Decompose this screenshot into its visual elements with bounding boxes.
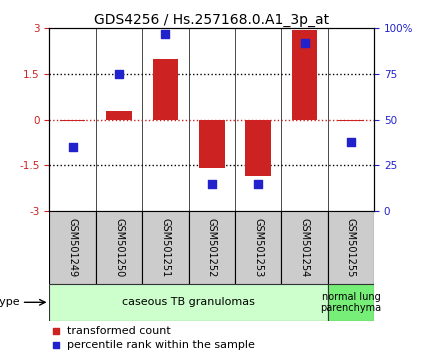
Text: GSM501254: GSM501254 [300, 218, 310, 277]
Point [267, 284, 274, 290]
Text: cell type: cell type [0, 297, 19, 307]
Text: normal lung
parenchyma: normal lung parenchyma [320, 291, 381, 313]
Bar [199, 120, 224, 169]
Point [301, 40, 308, 46]
Bar [281, 211, 328, 284]
Text: GSM501249: GSM501249 [68, 218, 78, 277]
Text: GSM501250: GSM501250 [114, 218, 124, 277]
Bar [49, 284, 328, 321]
Point [162, 31, 169, 36]
Bar [328, 284, 374, 321]
Bar [106, 110, 132, 120]
Text: GSM501253: GSM501253 [253, 218, 263, 277]
Point [255, 181, 261, 187]
Bar [142, 211, 189, 284]
Text: GSM501251: GSM501251 [160, 218, 170, 277]
Bar [96, 211, 142, 284]
Point [209, 181, 215, 187]
Text: GSM501252: GSM501252 [207, 218, 217, 277]
Bar [235, 211, 281, 284]
Point [69, 144, 76, 150]
Text: percentile rank within the sample: percentile rank within the sample [68, 340, 255, 350]
Title: GDS4256 / Hs.257168.0.A1_3p_at: GDS4256 / Hs.257168.0.A1_3p_at [94, 13, 329, 27]
Text: caseous TB granulomas: caseous TB granulomas [122, 297, 255, 307]
Bar [60, 120, 86, 121]
Text: GSM501255: GSM501255 [346, 218, 356, 277]
Bar [292, 30, 317, 120]
Bar [246, 120, 271, 176]
Bar [49, 211, 96, 284]
Point [267, 156, 274, 162]
Text: transformed count: transformed count [68, 326, 171, 336]
Point [116, 71, 123, 77]
Bar [328, 211, 374, 284]
Bar [189, 211, 235, 284]
Bar [153, 59, 178, 120]
Bar [338, 120, 364, 121]
Point [347, 139, 354, 144]
